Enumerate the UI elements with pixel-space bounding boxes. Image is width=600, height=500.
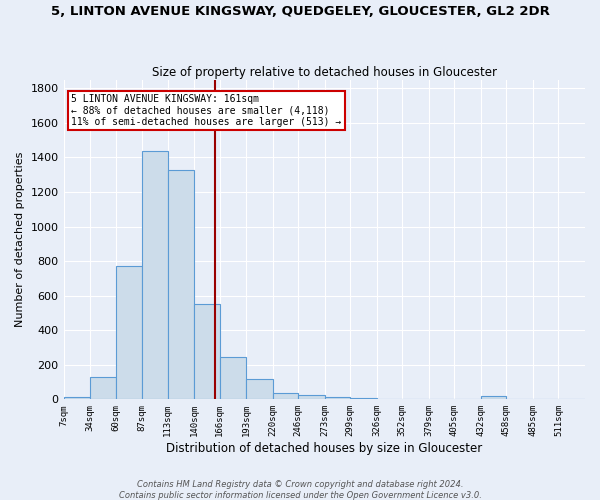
Text: 5 LINTON AVENUE KINGSWAY: 161sqm
← 88% of detached houses are smaller (4,118)
11: 5 LINTON AVENUE KINGSWAY: 161sqm ← 88% o… <box>71 94 341 128</box>
Bar <box>167 170 194 400</box>
Text: Contains HM Land Registry data © Crown copyright and database right 2024.
Contai: Contains HM Land Registry data © Crown c… <box>119 480 481 500</box>
Bar <box>246 380 273 400</box>
Bar <box>142 150 167 400</box>
Bar <box>481 396 506 400</box>
Y-axis label: Number of detached properties: Number of detached properties <box>15 152 25 327</box>
Bar <box>116 266 142 400</box>
Bar <box>350 398 377 400</box>
Bar <box>325 396 350 400</box>
Bar <box>194 304 220 400</box>
Text: 5, LINTON AVENUE KINGSWAY, QUEDGELEY, GLOUCESTER, GL2 2DR: 5, LINTON AVENUE KINGSWAY, QUEDGELEY, GL… <box>50 5 550 18</box>
Bar <box>64 396 90 400</box>
Bar <box>298 395 325 400</box>
X-axis label: Distribution of detached houses by size in Gloucester: Distribution of detached houses by size … <box>166 442 482 455</box>
Bar <box>90 377 116 400</box>
Title: Size of property relative to detached houses in Gloucester: Size of property relative to detached ho… <box>152 66 497 78</box>
Bar <box>220 357 246 400</box>
Bar <box>273 394 298 400</box>
